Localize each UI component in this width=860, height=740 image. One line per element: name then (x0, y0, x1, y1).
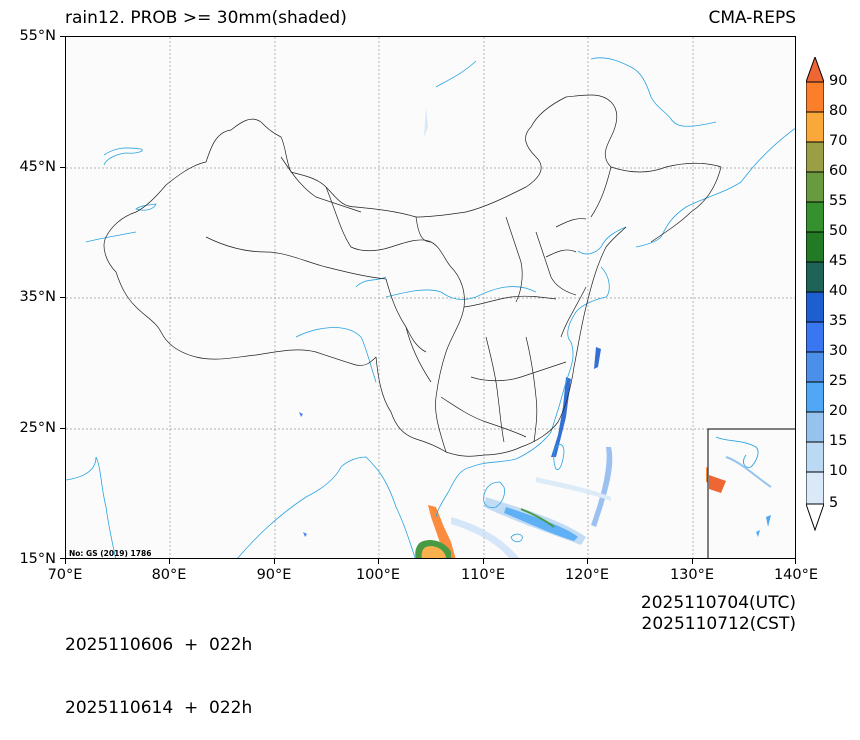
x-tick-mark (65, 559, 66, 564)
coastlines (66, 57, 795, 558)
colorbar-label: 45 (829, 253, 848, 269)
map-panel: No: GS (2019) 1786 (65, 36, 796, 559)
x-tick-130e: 130°E (669, 567, 715, 583)
init-time-cst: 2025110614 + 022h (65, 698, 253, 718)
valid-time-cst: 2025110712(CST) (641, 614, 796, 634)
gridlines (66, 37, 795, 558)
y-tick-55n: 55°N (19, 28, 56, 44)
precip-shading (299, 107, 768, 558)
colorbar-label: 25 (829, 373, 848, 389)
y-tick-mark (60, 558, 65, 559)
x-tick-110e: 110°E (460, 567, 506, 583)
x-tick-mark (483, 559, 484, 564)
colorbar-label: 70 (829, 133, 848, 149)
map-graphic (66, 37, 795, 558)
colorbar-label: 55 (829, 193, 848, 209)
y-tick-mark (60, 297, 65, 298)
colorbar (806, 57, 824, 531)
y-tick-mark (60, 36, 65, 37)
x-tick-mark (587, 559, 588, 564)
x-tick-mark (274, 559, 275, 564)
x-tick-100e: 100°E (355, 567, 401, 583)
x-tick-70e: 70°E (47, 567, 83, 583)
chart-title: rain12. PROB >= 30mm(shaded) (65, 8, 347, 28)
colorbar-label: 15 (829, 433, 848, 449)
y-tick-mark (60, 428, 65, 429)
y-tick-45n: 45°N (19, 159, 56, 175)
map-approval-number: No: GS (2019) 1786 (69, 549, 152, 558)
borders (103, 94, 722, 457)
colorbar-label: 5 (829, 495, 839, 511)
x-tick-mark (169, 559, 170, 564)
colorbar-label: 60 (829, 163, 848, 179)
y-tick-35n: 35°N (19, 289, 56, 305)
valid-time-block: 2025110704(UTC) 2025110712(CST) (641, 593, 796, 635)
south-china-sea-inset (707, 428, 795, 558)
x-tick-mark (692, 559, 693, 564)
colorbar-label: 40 (829, 283, 848, 299)
colorbar-label: 10 (829, 463, 848, 479)
colorbar-label: 90 (829, 73, 848, 89)
init-time-block: 2025110606 + 022h 2025110614 + 022h (65, 593, 252, 740)
colorbar-label: 20 (829, 403, 848, 419)
valid-time-utc: 2025110704(UTC) (640, 593, 796, 613)
model-name: CMA-REPS (708, 8, 796, 28)
y-tick-15n: 15°N (19, 551, 56, 567)
y-tick-mark (60, 167, 65, 168)
x-tick-140e: 140°E (773, 567, 819, 583)
colorbar-label: 30 (829, 343, 848, 359)
x-tick-mark (795, 559, 796, 564)
colorbar-label: 50 (829, 223, 848, 239)
colorbar-label: 80 (829, 103, 848, 119)
y-tick-25n: 25°N (19, 420, 56, 436)
x-tick-80e: 80°E (151, 567, 187, 583)
init-time-utc: 2025110606 + 022h (65, 635, 253, 655)
x-tick-120e: 120°E (564, 567, 610, 583)
x-tick-90e: 90°E (256, 567, 292, 583)
x-tick-mark (378, 559, 379, 564)
colorbar-label: 35 (829, 313, 848, 329)
